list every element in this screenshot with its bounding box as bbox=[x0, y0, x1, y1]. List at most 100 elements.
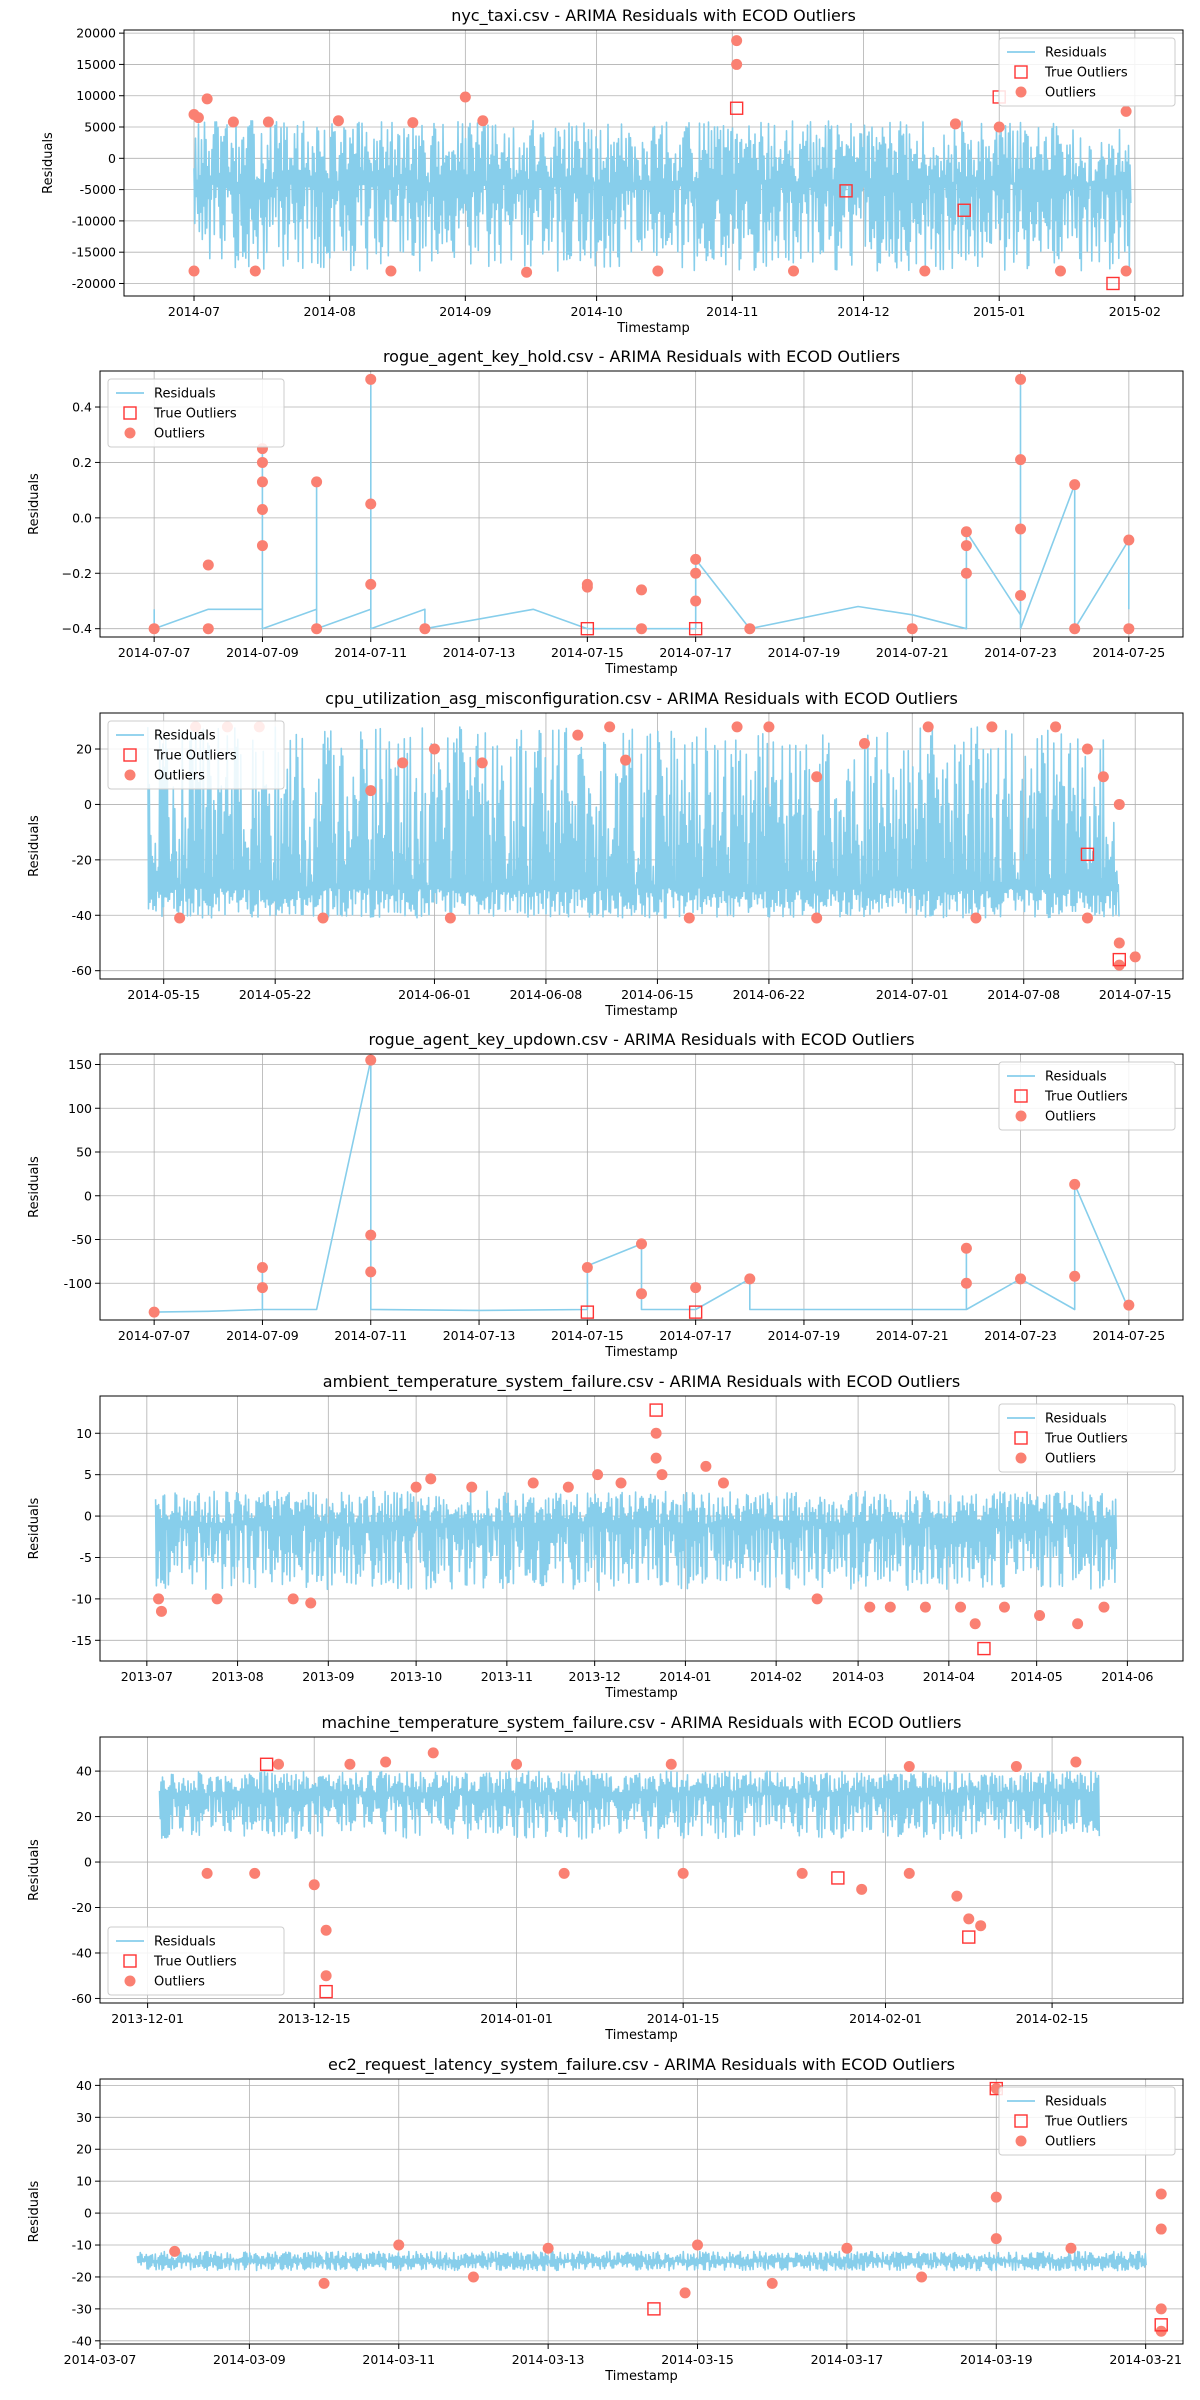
legend-box bbox=[998, 2086, 1176, 2156]
outlier-point bbox=[604, 721, 616, 733]
chart-title: ec2_request_latency_system_failure.csv -… bbox=[328, 2055, 955, 2075]
outlier-point bbox=[690, 1282, 702, 1294]
legend-label: True Outliers bbox=[153, 407, 237, 422]
legend-circle-swatch bbox=[124, 427, 136, 439]
y-tick-label: -20000 bbox=[72, 276, 116, 291]
y-tick-label: -30 bbox=[72, 2301, 92, 2316]
x-tick-label: 2014-05-15 bbox=[127, 987, 200, 1002]
outlier-point bbox=[393, 2239, 405, 2251]
x-tick-label: 2014-03-07 bbox=[64, 2352, 137, 2367]
legend: Residuals True Outliers Outliers bbox=[107, 720, 285, 790]
axes-frame bbox=[99, 1053, 1184, 1321]
outlier-point bbox=[153, 1593, 165, 1605]
x-tick-label: 2014-07-01 bbox=[876, 987, 949, 1002]
outlier-point bbox=[731, 721, 743, 733]
true-outlier-marker bbox=[580, 621, 595, 636]
outlier-point bbox=[690, 595, 702, 607]
x-tick-label: 2013-11 bbox=[481, 1669, 533, 1684]
legend-label: Residuals bbox=[154, 729, 216, 744]
x-axis-label: Timestamp bbox=[604, 2369, 678, 2384]
true-outlier-marker bbox=[688, 621, 703, 636]
outlier-point bbox=[1015, 1273, 1027, 1285]
legend-circle-swatch bbox=[124, 1975, 136, 1987]
legend-circle-swatch bbox=[124, 769, 136, 781]
y-tick-label: 0.0 bbox=[72, 510, 92, 525]
outlier-point bbox=[906, 623, 918, 635]
outlier-point bbox=[174, 912, 186, 924]
outlier-point bbox=[975, 1920, 987, 1932]
outlier-point bbox=[679, 2287, 691, 2299]
y-tick-label: 100 bbox=[68, 1101, 92, 1116]
x-tick-label: 2014-07-23 bbox=[984, 1328, 1057, 1343]
legend-square-swatch bbox=[1014, 2114, 1028, 2128]
legend: Residuals True Outliers Outliers bbox=[998, 37, 1176, 107]
outlier-point bbox=[308, 1879, 320, 1891]
legend-label: Residuals bbox=[154, 1935, 216, 1950]
outlier-point bbox=[521, 266, 533, 278]
x-tick-label: 2015-02 bbox=[1109, 304, 1161, 319]
y-tick-label: 10 bbox=[76, 1426, 92, 1441]
x-tick-label: 2014-08 bbox=[304, 304, 356, 319]
outlier-point bbox=[256, 504, 268, 516]
y-tick-label: -10000 bbox=[72, 213, 116, 228]
legend-label: True Outliers bbox=[153, 749, 237, 764]
x-tick-label: 2014-12 bbox=[837, 304, 889, 319]
outlier-point bbox=[811, 1593, 823, 1605]
outlier-point bbox=[380, 1756, 392, 1768]
chart-title: rogue_agent_key_hold.csv - ARIMA Residua… bbox=[383, 347, 900, 367]
x-tick-label: 2014-11 bbox=[706, 304, 758, 319]
chart-title: machine_temperature_system_failure.csv -… bbox=[322, 1713, 962, 1733]
y-tick-label: -20 bbox=[72, 852, 92, 867]
true-outlier-marker bbox=[1112, 952, 1126, 967]
outlier-point bbox=[1010, 1761, 1022, 1773]
outlier-point bbox=[1050, 721, 1062, 733]
outlier-point bbox=[692, 2239, 704, 2251]
x-tick-label: 2014-05-22 bbox=[239, 987, 312, 1002]
legend-square-swatch bbox=[123, 1954, 137, 1968]
legend: Residuals True Outliers Outliers bbox=[998, 1061, 1176, 1131]
outlier-point bbox=[148, 1306, 160, 1318]
outlier-point bbox=[690, 553, 702, 565]
true-outlier-marker bbox=[259, 1757, 274, 1771]
axes-frame bbox=[99, 712, 1184, 980]
outlier-point bbox=[1072, 1618, 1084, 1630]
chart-panel-2: 2014-07-07 2014-07-09 2014-07-11 2014-07-13… bbox=[27, 347, 1184, 677]
outlier-point bbox=[249, 265, 261, 277]
residuals-line bbox=[154, 1490, 1118, 1592]
outlier-point bbox=[148, 623, 160, 635]
chart-title: cpu_utilization_asg_misconfiguration.csv… bbox=[325, 689, 958, 709]
y-tick-label: −0.4 bbox=[62, 621, 92, 636]
legend-square-swatch bbox=[1014, 1431, 1028, 1445]
true-outlier-marker bbox=[962, 1930, 976, 1944]
plot-area bbox=[153, 1403, 1118, 1656]
x-tick-label: 2014-07-07 bbox=[118, 1328, 191, 1343]
y-tick-label: 0 bbox=[84, 2206, 92, 2221]
true-outlier-marker bbox=[1080, 847, 1095, 862]
outlier-point bbox=[1015, 373, 1027, 385]
outlier-point bbox=[986, 721, 998, 733]
outlier-point bbox=[427, 1747, 439, 1759]
true-outlier-marker bbox=[1154, 2318, 1168, 2332]
x-tick-label: 2014-03 bbox=[832, 1669, 884, 1684]
outlier-point bbox=[273, 1758, 285, 1770]
outlier-point bbox=[990, 2191, 1002, 2203]
chart-title: rogue_agent_key_updown.csv - ARIMA Resid… bbox=[368, 1030, 914, 1050]
outlier-point bbox=[365, 1229, 377, 1241]
x-tick-label: 2013-07 bbox=[121, 1669, 173, 1684]
outlier-point bbox=[1098, 1601, 1110, 1613]
legend-label: Residuals bbox=[1045, 46, 1107, 61]
y-axis-label: Residuals bbox=[41, 132, 56, 194]
x-tick-label: 2013-12-01 bbox=[111, 2011, 184, 2026]
x-tick-label: 2014-07-17 bbox=[659, 645, 732, 660]
outlier-point bbox=[211, 1593, 223, 1605]
x-tick-label: 2014-07 bbox=[168, 304, 220, 319]
y-tick-label: -20 bbox=[72, 1900, 92, 1915]
legend-circle-swatch bbox=[1015, 2135, 1027, 2147]
x-tick-label: 2014-02 bbox=[750, 1669, 802, 1684]
outlier-point bbox=[581, 1262, 593, 1273]
outlier-point bbox=[428, 743, 440, 755]
axes-frame bbox=[123, 29, 1184, 297]
residuals-line bbox=[154, 1059, 1130, 1313]
x-tick-label: 2014-07-21 bbox=[876, 645, 949, 660]
